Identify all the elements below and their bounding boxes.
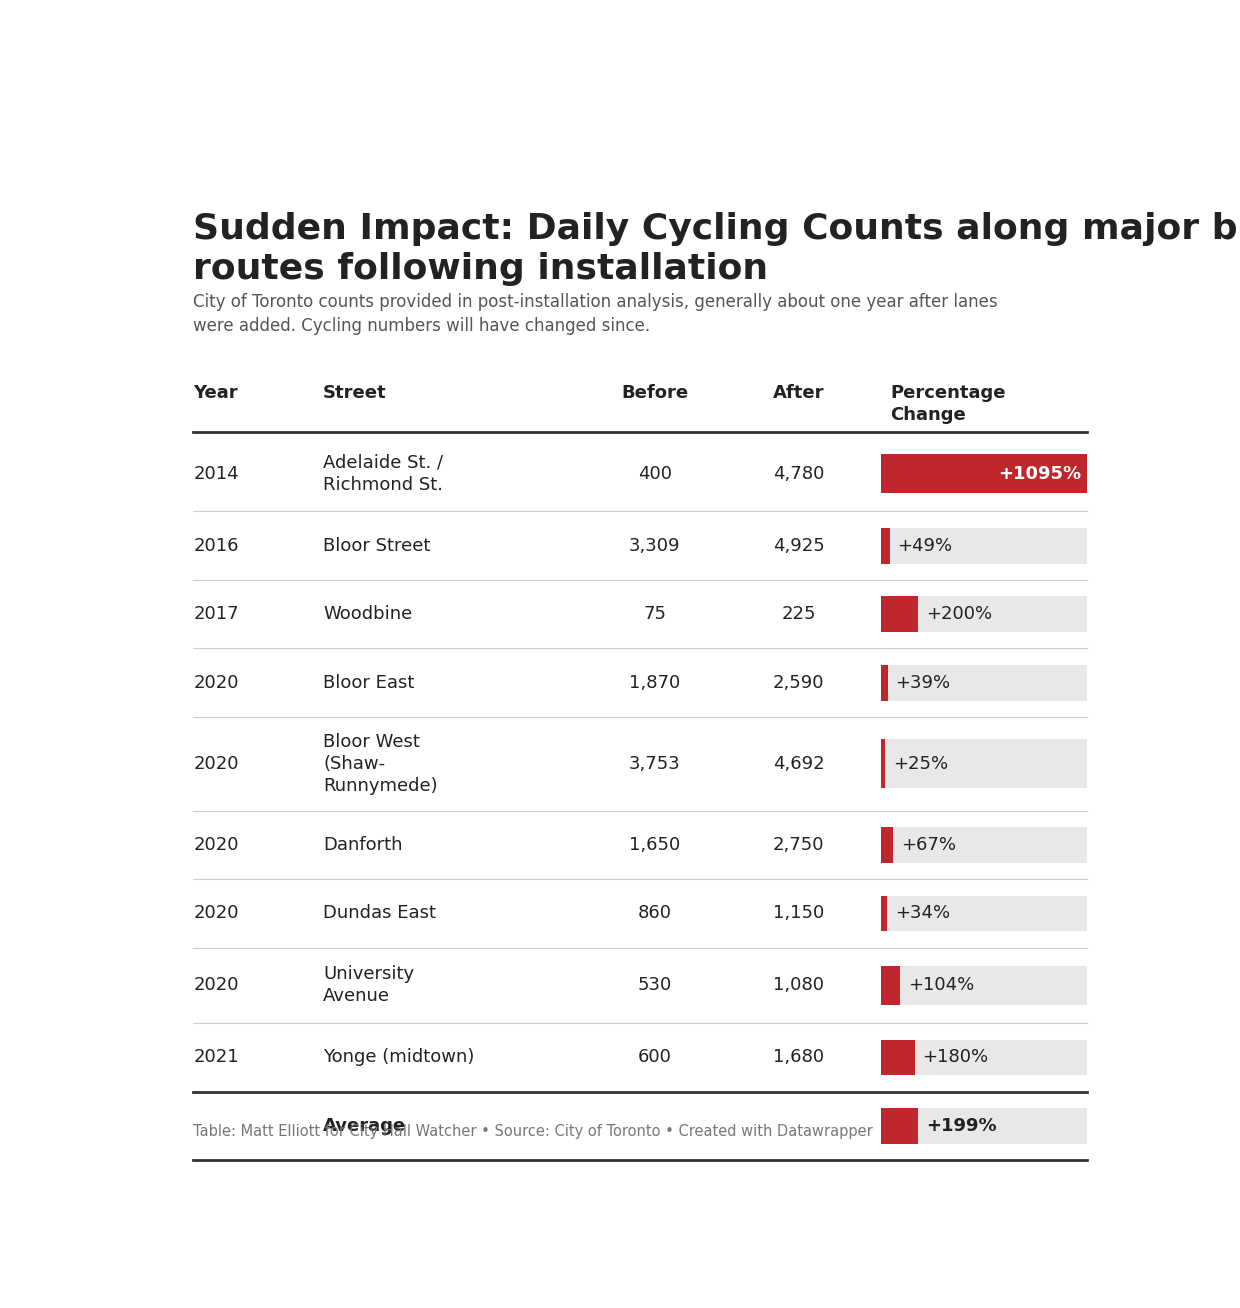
FancyBboxPatch shape [880,827,1087,863]
FancyBboxPatch shape [880,739,1087,789]
FancyBboxPatch shape [880,1108,1087,1143]
Text: Adelaide St. /
Richmond St.: Adelaide St. / Richmond St. [324,454,444,494]
Text: 1,680: 1,680 [774,1048,825,1066]
Text: 2020: 2020 [193,904,239,922]
Text: Average: Average [324,1117,407,1135]
FancyBboxPatch shape [880,454,1087,493]
FancyBboxPatch shape [880,528,1087,564]
Text: Street: Street [324,383,387,402]
Text: Bloor Street: Bloor Street [324,536,430,555]
Text: 2014: 2014 [193,464,239,483]
FancyBboxPatch shape [880,596,1087,632]
Text: 2017: 2017 [193,606,239,623]
Text: +34%: +34% [894,904,950,922]
Text: Year: Year [193,383,238,402]
Text: +25%: +25% [893,755,949,773]
FancyBboxPatch shape [880,528,890,564]
Text: 2020: 2020 [193,836,239,854]
Text: 3,309: 3,309 [629,536,681,555]
FancyBboxPatch shape [880,896,1087,931]
Text: Sudden Impact: Daily Cycling Counts along major bike lane
routes following insta: Sudden Impact: Daily Cycling Counts alon… [193,212,1240,285]
Text: Before: Before [621,383,688,402]
Text: 3,753: 3,753 [629,755,681,773]
Text: Table: Matt Elliott for City Hall Watcher • Source: City of Toronto • Created wi: Table: Matt Elliott for City Hall Watche… [193,1124,873,1139]
Text: Bloor East: Bloor East [324,674,414,692]
Text: 400: 400 [637,464,672,483]
FancyBboxPatch shape [880,827,893,863]
FancyBboxPatch shape [880,896,887,931]
FancyBboxPatch shape [880,1108,918,1143]
Text: 2020: 2020 [193,976,239,994]
Text: Bloor West
(Shaw-
Runnymede): Bloor West (Shaw- Runnymede) [324,732,438,795]
Text: Danforth: Danforth [324,836,403,854]
FancyBboxPatch shape [880,965,900,1005]
Text: 225: 225 [781,606,816,623]
Text: 530: 530 [637,976,672,994]
Text: 1,150: 1,150 [774,904,825,922]
FancyBboxPatch shape [880,596,919,632]
Text: 2021: 2021 [193,1048,239,1066]
Text: 600: 600 [637,1048,672,1066]
Text: 2020: 2020 [193,674,239,692]
Text: University
Avenue: University Avenue [324,965,414,1006]
FancyBboxPatch shape [880,664,1087,701]
Text: Woodbine: Woodbine [324,606,413,623]
Text: 1,080: 1,080 [774,976,825,994]
FancyBboxPatch shape [880,965,1087,1005]
Text: 2,750: 2,750 [773,836,825,854]
FancyBboxPatch shape [880,1040,1087,1075]
Text: 2016: 2016 [193,536,239,555]
FancyBboxPatch shape [880,664,888,701]
Text: Percentage
Change: Percentage Change [890,383,1006,424]
Text: Dundas East: Dundas East [324,904,436,922]
Text: +1095%: +1095% [998,464,1081,483]
Text: +39%: +39% [895,674,951,692]
Text: Yonge (midtown): Yonge (midtown) [324,1048,475,1066]
Text: 2020: 2020 [193,755,239,773]
Text: +200%: +200% [926,606,992,623]
Text: 2,590: 2,590 [773,674,825,692]
Text: 4,925: 4,925 [773,536,825,555]
Text: 1,870: 1,870 [629,674,681,692]
FancyBboxPatch shape [880,739,885,789]
Text: +67%: +67% [901,836,956,854]
Text: 75: 75 [644,606,666,623]
Text: 4,780: 4,780 [774,464,825,483]
Text: +180%: +180% [923,1048,988,1066]
Text: 860: 860 [637,904,672,922]
Text: +104%: +104% [908,976,975,994]
Text: +49%: +49% [898,536,952,555]
Text: After: After [773,383,825,402]
FancyBboxPatch shape [880,1040,915,1075]
Text: 1,650: 1,650 [629,836,681,854]
Text: 4,692: 4,692 [773,755,825,773]
Text: City of Toronto counts provided in post-installation analysis, generally about o: City of Toronto counts provided in post-… [193,293,998,335]
Text: +199%: +199% [926,1117,997,1135]
FancyBboxPatch shape [880,454,1087,493]
